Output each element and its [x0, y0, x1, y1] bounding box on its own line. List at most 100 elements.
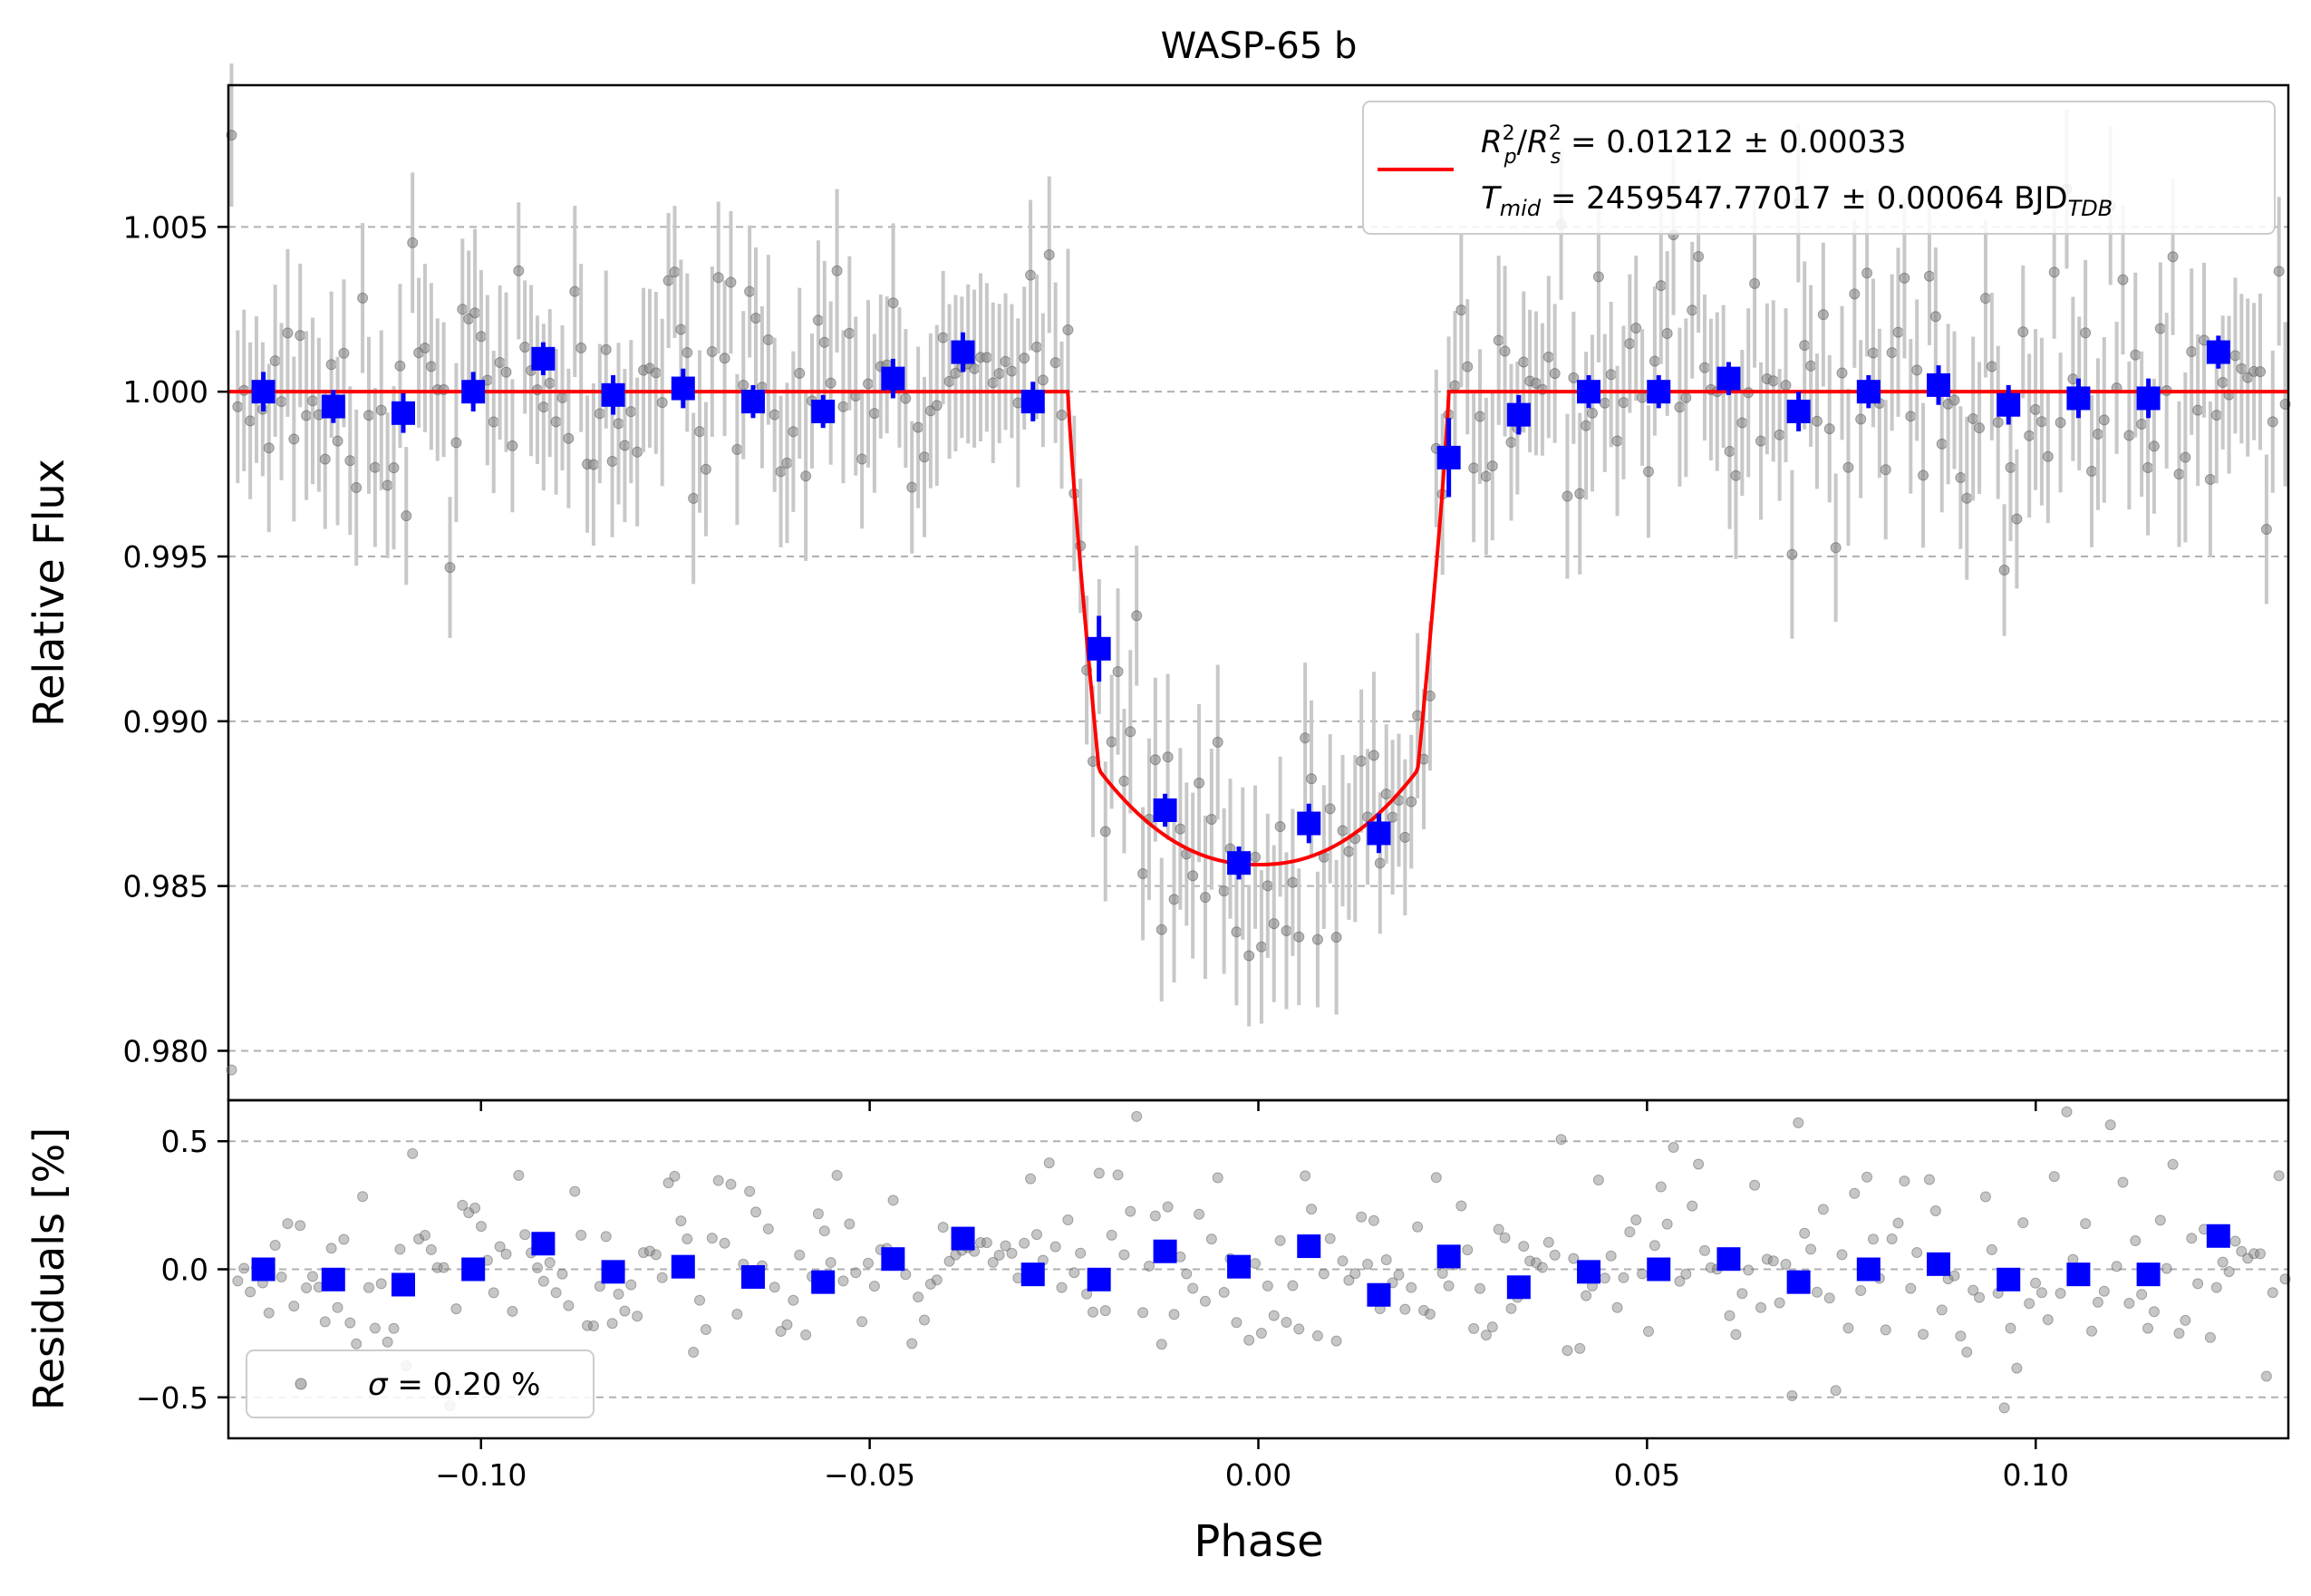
- raw-point: [295, 330, 306, 342]
- raw-point: [969, 363, 981, 374]
- binned-residual: [951, 1226, 975, 1251]
- raw-residual: [906, 1338, 918, 1349]
- raw-point: [1499, 345, 1511, 357]
- raw-residual: [2260, 1370, 2272, 1382]
- raw-residual: [1979, 1191, 1991, 1203]
- binned-residual: [2206, 1224, 2230, 1248]
- raw-point: [2173, 469, 2185, 480]
- raw-point: [1749, 277, 1761, 289]
- raw-point: [1149, 754, 1161, 766]
- raw-residual: [1799, 1227, 1811, 1239]
- raw-residual: [1043, 1157, 1055, 1169]
- raw-point: [1343, 846, 1355, 857]
- binned-residual: [881, 1247, 905, 1272]
- raw-residual: [719, 1237, 730, 1249]
- raw-residual: [1330, 1335, 1342, 1347]
- raw-residual: [1049, 1241, 1061, 1253]
- raw-point: [613, 418, 624, 430]
- raw-point: [1337, 825, 1349, 837]
- raw-residual: [1998, 1402, 2010, 1414]
- raw-point: [301, 410, 313, 421]
- raw-residual: [987, 1256, 999, 1268]
- raw-point: [794, 367, 806, 379]
- raw-point: [1480, 470, 1492, 482]
- raw-residual: [1356, 1211, 1368, 1223]
- raw-point: [1605, 369, 1617, 381]
- raw-residual: [1399, 1303, 1411, 1315]
- raw-point: [1587, 407, 1599, 419]
- raw-point: [2048, 266, 2060, 278]
- binned-residual: [1997, 1267, 2021, 1291]
- xtick-label: −0.05: [824, 1457, 915, 1493]
- binned-residual: [1367, 1282, 1391, 1307]
- raw-point: [719, 353, 730, 364]
- binned-residual: [321, 1267, 345, 1291]
- raw-residual: [794, 1249, 806, 1261]
- raw-residual: [2217, 1256, 2229, 1268]
- raw-residual: [1568, 1253, 1580, 1264]
- raw-residual: [1362, 1258, 1374, 1270]
- raw-point: [650, 367, 662, 379]
- raw-point: [1406, 796, 1417, 808]
- raw-point: [1861, 267, 1873, 279]
- raw-residual: [1093, 1167, 1105, 1179]
- raw-residual: [1156, 1339, 1167, 1350]
- raw-point: [1199, 892, 1211, 904]
- raw-residual: [1025, 1173, 1037, 1185]
- raw-residual: [1599, 1272, 1610, 1284]
- raw-residual: [2236, 1245, 2248, 1257]
- raw-residual: [1611, 1301, 1623, 1313]
- binned-residual: [461, 1257, 486, 1282]
- raw-residual: [519, 1229, 531, 1241]
- raw-residual: [1855, 1285, 1867, 1297]
- raw-residual: [762, 1223, 774, 1234]
- raw-point: [2229, 350, 2241, 362]
- raw-residual: [1842, 1322, 1854, 1334]
- raw-point: [1680, 392, 1692, 403]
- raw-residual: [1349, 1268, 1361, 1280]
- raw-point: [1000, 355, 1011, 367]
- raw-point: [1493, 334, 1504, 346]
- raw-residual: [2273, 1170, 2285, 1182]
- raw-point: [700, 463, 711, 475]
- raw-residual: [1149, 1210, 1161, 1222]
- raw-residual: [2229, 1235, 2241, 1247]
- raw-point: [344, 455, 356, 467]
- raw-residual: [1555, 1134, 1567, 1146]
- raw-point: [1518, 356, 1530, 368]
- raw-residual: [263, 1307, 275, 1319]
- raw-point: [662, 275, 674, 286]
- raw-residual: [1062, 1214, 1074, 1225]
- raw-point: [812, 314, 824, 326]
- raw-residual: [1536, 1262, 1548, 1273]
- raw-point: [769, 409, 780, 421]
- raw-point: [282, 327, 294, 339]
- raw-point: [263, 442, 275, 454]
- raw-residual: [457, 1199, 469, 1211]
- raw-residual: [1499, 1232, 1511, 1243]
- raw-residual: [831, 1169, 843, 1181]
- raw-residual: [1418, 1304, 1430, 1316]
- xtick-label: 0.05: [1614, 1457, 1680, 1493]
- raw-residual: [632, 1311, 643, 1322]
- raw-residual: [425, 1243, 437, 1255]
- raw-point: [1767, 375, 1779, 387]
- raw-residual: [1218, 1286, 1230, 1298]
- raw-point: [1330, 932, 1342, 943]
- raw-residual: [319, 1316, 331, 1328]
- raw-point: [2180, 451, 2191, 463]
- raw-residual: [1755, 1301, 1766, 1313]
- raw-point: [1817, 309, 1829, 321]
- raw-point: [1581, 420, 1592, 431]
- raw-point: [1380, 788, 1392, 800]
- raw-point: [1243, 950, 1255, 962]
- raw-residual: [1923, 1174, 1935, 1185]
- raw-residual: [1549, 1249, 1561, 1261]
- raw-point: [1250, 851, 1262, 863]
- raw-point: [1156, 924, 1167, 935]
- raw-point: [425, 361, 437, 372]
- raw-residual: [1562, 1345, 1573, 1357]
- raw-residual: [1412, 1221, 1424, 1233]
- raw-residual: [2080, 1218, 2092, 1230]
- raw-residual: [1687, 1200, 1698, 1212]
